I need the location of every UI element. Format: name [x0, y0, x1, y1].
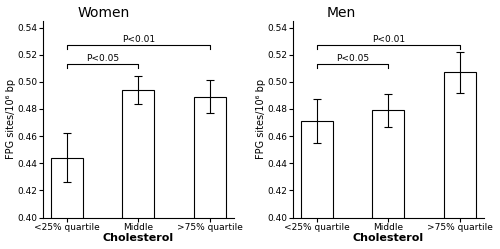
X-axis label: Cholesterol: Cholesterol	[353, 234, 424, 244]
Bar	[372, 110, 404, 249]
Text: Men: Men	[327, 5, 356, 20]
Text: P<0.05: P<0.05	[336, 55, 370, 63]
X-axis label: Cholesterol: Cholesterol	[103, 234, 174, 244]
Text: P<0.01: P<0.01	[372, 35, 405, 45]
Bar	[122, 90, 154, 249]
Bar	[194, 97, 226, 249]
Y-axis label: FPG sites/10⁶ bp: FPG sites/10⁶ bp	[256, 79, 266, 159]
Bar	[444, 72, 476, 249]
Bar	[302, 121, 334, 249]
Bar	[52, 158, 84, 249]
Text: P<0.05: P<0.05	[86, 55, 120, 63]
Text: P<0.01: P<0.01	[122, 35, 155, 45]
Y-axis label: FPG sites/10⁶ bp: FPG sites/10⁶ bp	[6, 79, 16, 159]
Text: Women: Women	[77, 5, 130, 20]
